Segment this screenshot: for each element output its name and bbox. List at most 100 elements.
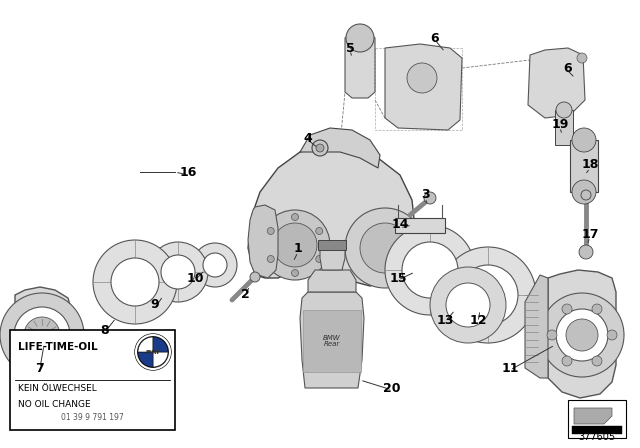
Text: 14: 14 (391, 219, 409, 232)
Circle shape (14, 307, 70, 363)
Text: NO OIL CHANGE: NO OIL CHANGE (18, 400, 91, 409)
Polygon shape (248, 205, 278, 278)
Circle shape (312, 140, 328, 156)
Text: 01 39 9 791 197: 01 39 9 791 197 (61, 413, 124, 422)
Circle shape (572, 128, 596, 152)
Text: 377605: 377605 (579, 432, 616, 442)
Text: 7: 7 (36, 362, 44, 375)
Text: 12: 12 (469, 314, 487, 327)
Circle shape (430, 267, 506, 343)
Circle shape (577, 53, 587, 63)
Circle shape (193, 243, 237, 287)
Text: 20: 20 (383, 382, 401, 395)
Polygon shape (525, 275, 548, 378)
Text: 4: 4 (303, 132, 312, 145)
Circle shape (345, 208, 425, 288)
Circle shape (592, 356, 602, 366)
Text: BMW
Rear: BMW Rear (323, 335, 341, 348)
Bar (572, 426, 622, 434)
Text: 5: 5 (346, 42, 355, 55)
Circle shape (581, 190, 591, 200)
Circle shape (562, 356, 572, 366)
Circle shape (458, 265, 518, 325)
Circle shape (547, 330, 557, 340)
Text: BMW: BMW (146, 349, 160, 354)
Circle shape (203, 253, 227, 277)
Polygon shape (548, 270, 616, 398)
Text: 11: 11 (501, 362, 519, 375)
Text: 1: 1 (294, 241, 302, 254)
Text: KEIN ÖLWECHSEL: KEIN ÖLWECHSEL (18, 384, 97, 393)
Circle shape (566, 319, 598, 351)
Text: LIFE-TIME-OIL: LIFE-TIME-OIL (18, 342, 98, 352)
Polygon shape (345, 32, 375, 98)
Circle shape (148, 242, 208, 302)
Circle shape (556, 102, 572, 118)
Bar (570, 140, 598, 192)
Circle shape (607, 330, 617, 340)
Circle shape (268, 228, 275, 234)
Text: 8: 8 (100, 323, 109, 336)
Circle shape (592, 304, 602, 314)
Text: 9: 9 (150, 298, 159, 311)
Text: 17: 17 (581, 228, 599, 241)
Wedge shape (138, 352, 153, 367)
Circle shape (385, 225, 475, 315)
Text: 18: 18 (581, 159, 598, 172)
Polygon shape (528, 48, 585, 118)
Bar (555, 110, 573, 145)
Circle shape (407, 63, 437, 93)
Circle shape (161, 255, 195, 289)
Circle shape (556, 309, 608, 361)
Circle shape (572, 180, 596, 204)
Circle shape (446, 283, 490, 327)
Wedge shape (138, 337, 153, 352)
Text: 16: 16 (179, 165, 196, 178)
Polygon shape (574, 408, 612, 424)
Bar (568, 400, 626, 438)
Circle shape (135, 334, 171, 370)
Bar (395, 218, 445, 233)
Bar (10, 330, 175, 430)
Text: 19: 19 (551, 119, 569, 132)
Circle shape (402, 242, 458, 298)
Circle shape (93, 240, 177, 324)
Polygon shape (320, 248, 345, 270)
Polygon shape (15, 287, 72, 390)
Polygon shape (308, 270, 356, 292)
Bar (318, 240, 346, 250)
Wedge shape (153, 352, 168, 367)
Circle shape (440, 247, 536, 343)
Text: 6: 6 (431, 31, 439, 44)
Circle shape (346, 24, 374, 52)
Circle shape (316, 144, 324, 152)
Wedge shape (153, 337, 168, 352)
Polygon shape (248, 145, 415, 286)
Text: 10: 10 (186, 271, 204, 284)
Circle shape (316, 228, 323, 234)
Circle shape (250, 272, 260, 282)
Text: 15: 15 (389, 271, 407, 284)
Circle shape (273, 223, 317, 267)
Text: 2: 2 (241, 289, 250, 302)
Circle shape (291, 270, 298, 276)
Circle shape (540, 293, 624, 377)
Circle shape (424, 192, 436, 204)
Circle shape (260, 210, 330, 280)
Circle shape (0, 293, 84, 377)
Circle shape (316, 255, 323, 263)
Circle shape (562, 304, 572, 314)
Text: 3: 3 (420, 189, 429, 202)
Text: 6: 6 (564, 61, 572, 74)
Circle shape (360, 223, 410, 273)
Circle shape (579, 245, 593, 259)
Polygon shape (300, 292, 364, 388)
Bar (303, 310, 361, 372)
Polygon shape (300, 128, 380, 168)
Circle shape (268, 255, 275, 263)
Circle shape (24, 317, 60, 353)
Circle shape (111, 258, 159, 306)
Circle shape (291, 214, 298, 220)
Polygon shape (385, 44, 462, 130)
Text: 13: 13 (436, 314, 454, 327)
